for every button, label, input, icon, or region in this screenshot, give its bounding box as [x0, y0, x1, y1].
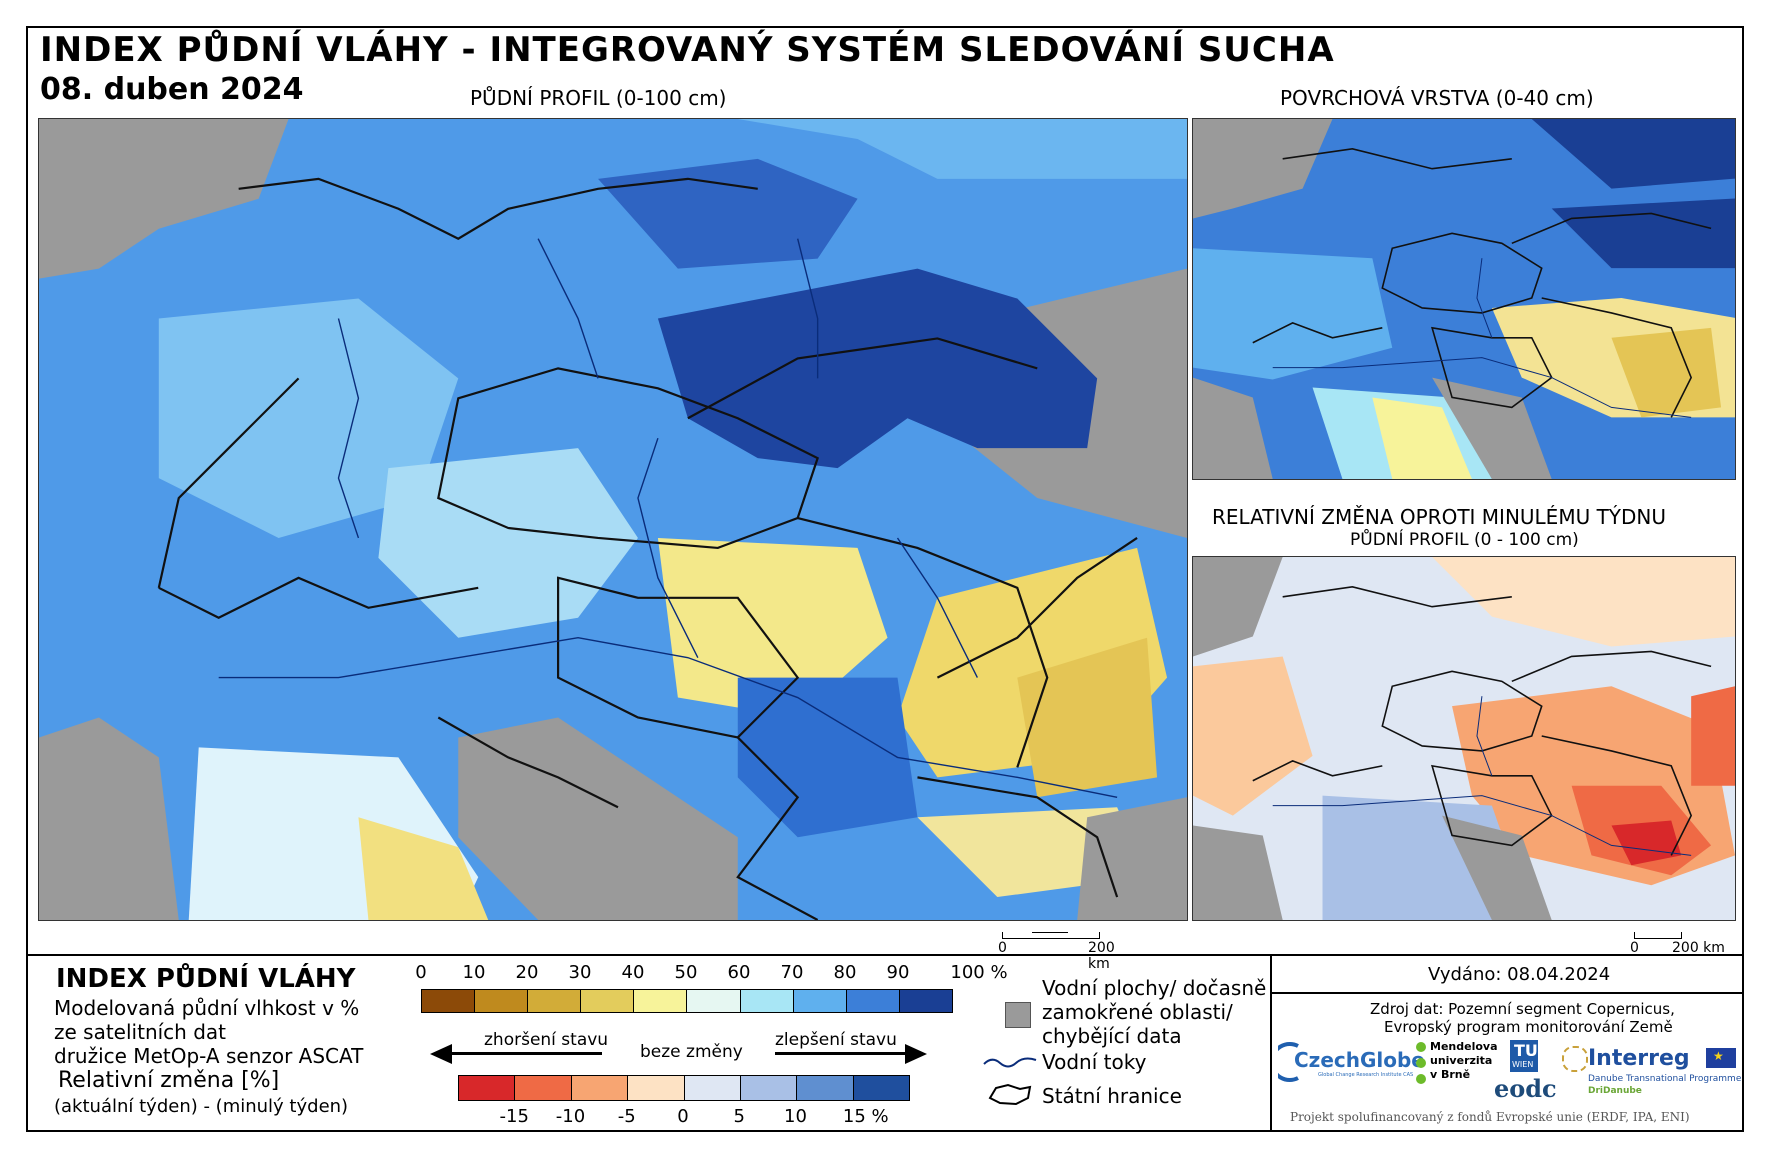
legend-desc-3: družice MetOp-A senzor ASCAT	[54, 1044, 364, 1068]
border-symbol	[988, 1083, 1032, 1106]
source-line-1: Zdroj dat: Pozemní segment Copernicus,	[1370, 1000, 1675, 1018]
index-color-0	[422, 990, 476, 1012]
info-separator	[1270, 954, 1272, 1132]
index-color-1	[475, 990, 529, 1012]
surface-map-label: POVRCHOVÁ VRSTVA (0-40 cm)	[1280, 86, 1594, 110]
change-legend-title: Relativní změna [%]	[58, 1068, 280, 1093]
index-tick-1: 10	[462, 962, 486, 983]
nochange-label: beze změny	[640, 1042, 743, 1062]
worse-label: zhoršení stavu	[484, 1030, 609, 1050]
legend-desc-1: Modelovaná půdní vlhkost v %	[54, 996, 360, 1020]
change-map	[1192, 556, 1736, 921]
borders-label: Státní hranice	[1042, 1084, 1182, 1108]
better-arrow	[775, 1052, 905, 1055]
outer-frame	[26, 26, 1744, 1132]
index-color-5	[687, 990, 741, 1012]
index-color-3	[581, 990, 635, 1012]
rivers-label: Vodní toky	[1042, 1050, 1147, 1074]
index-color-7	[793, 990, 847, 1012]
change-map-sublabel: PŮDNÍ PROFIL (0 - 100 cm)	[1350, 530, 1579, 550]
water-label-3: chybějící data	[1042, 1024, 1182, 1048]
index-tick-9: 90	[886, 962, 910, 983]
index-color-4	[634, 990, 688, 1012]
index-tick-5: 50	[674, 962, 698, 983]
change-color-4	[684, 1076, 741, 1100]
footer-note: Projekt spolufinancovaný z fondů Evropsk…	[1290, 1110, 1690, 1124]
change-tick-2: -5	[617, 1106, 636, 1127]
main-map	[38, 118, 1188, 921]
better-arrowhead	[905, 1044, 927, 1064]
change-map-label: RELATIVNÍ ZMĚNA OPROTI MINULÉMU TÝDNU	[1212, 505, 1667, 529]
source-line-2: Evropský program monitorování Země	[1384, 1018, 1673, 1036]
water-label-1: Vodní plochy/ dočasně	[1042, 976, 1267, 1000]
change-scale-zero: 0	[1630, 940, 1639, 956]
index-color-8	[846, 990, 900, 1012]
change-color-2	[571, 1076, 629, 1100]
index-tick-0: 0	[415, 962, 427, 983]
index-color-6	[740, 990, 794, 1012]
change-tick-0: -15	[499, 1106, 529, 1127]
change-legend-desc: (aktuální týden) - (minulý týden)	[54, 1096, 349, 1117]
change-tick-6: 15 %	[842, 1106, 889, 1127]
index-color-2	[528, 990, 582, 1012]
page-title: INDEX PŮDNÍ VLÁHY - INTEGROVANÝ SYSTÉM S…	[40, 30, 1335, 70]
index-tick-10: 100 %	[950, 962, 1008, 983]
main-map-label: PŮDNÍ PROFIL (0-100 cm)	[470, 86, 727, 110]
worse-arrowhead	[430, 1044, 452, 1064]
index-tick-7: 70	[780, 962, 804, 983]
index-tick-6: 60	[727, 962, 751, 983]
worse-arrow	[452, 1052, 602, 1055]
surface-map	[1192, 118, 1736, 480]
legend-title: INDEX PŮDNÍ VLÁHY	[56, 964, 356, 994]
change-color-6	[797, 1076, 854, 1100]
main-scale-km: 200 km	[1088, 940, 1115, 972]
tuwien-logo: TU WIEN	[1510, 1040, 1538, 1072]
change-color-3	[628, 1076, 685, 1100]
eodc-logo: eodc	[1494, 1074, 1557, 1103]
change-color-5	[740, 1076, 798, 1100]
water-swatch	[1005, 1002, 1031, 1028]
issued-separator	[1272, 992, 1744, 994]
legend-separator	[26, 954, 1744, 956]
main-scale-zero: 0	[998, 940, 1007, 956]
issued-date: Vydáno: 08.04.2024	[1428, 964, 1611, 985]
index-colorbar	[421, 989, 953, 1013]
index-tick-4: 40	[621, 962, 645, 983]
change-scale-km: 200 km	[1672, 940, 1725, 956]
better-label: zlepšení stavu	[775, 1030, 897, 1050]
change-tick-5: 10	[784, 1106, 807, 1127]
change-color-0	[459, 1076, 516, 1100]
river-symbol	[983, 1057, 1037, 1068]
index-tick-2: 20	[515, 962, 539, 983]
page-date: 08. duben 2024	[40, 72, 304, 107]
eu-flag-icon: ★	[1706, 1048, 1736, 1068]
index-tick-8: 80	[833, 962, 857, 983]
index-color-9	[899, 990, 952, 1012]
change-color-7	[853, 1076, 909, 1100]
change-colorbar	[458, 1075, 910, 1101]
change-tick-1: -10	[555, 1106, 586, 1127]
change-tick-3: 0	[677, 1106, 689, 1127]
water-label-2: zamokřené oblasti/	[1042, 1000, 1233, 1024]
index-tick-3: 30	[568, 962, 592, 983]
change-color-1	[515, 1076, 572, 1100]
legend-desc-2: ze satelitních dat	[54, 1020, 226, 1044]
change-tick-4: 5	[733, 1106, 745, 1127]
